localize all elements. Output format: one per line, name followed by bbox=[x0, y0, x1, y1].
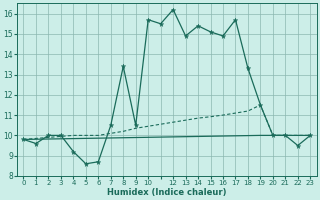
X-axis label: Humidex (Indice chaleur): Humidex (Indice chaleur) bbox=[107, 188, 227, 197]
